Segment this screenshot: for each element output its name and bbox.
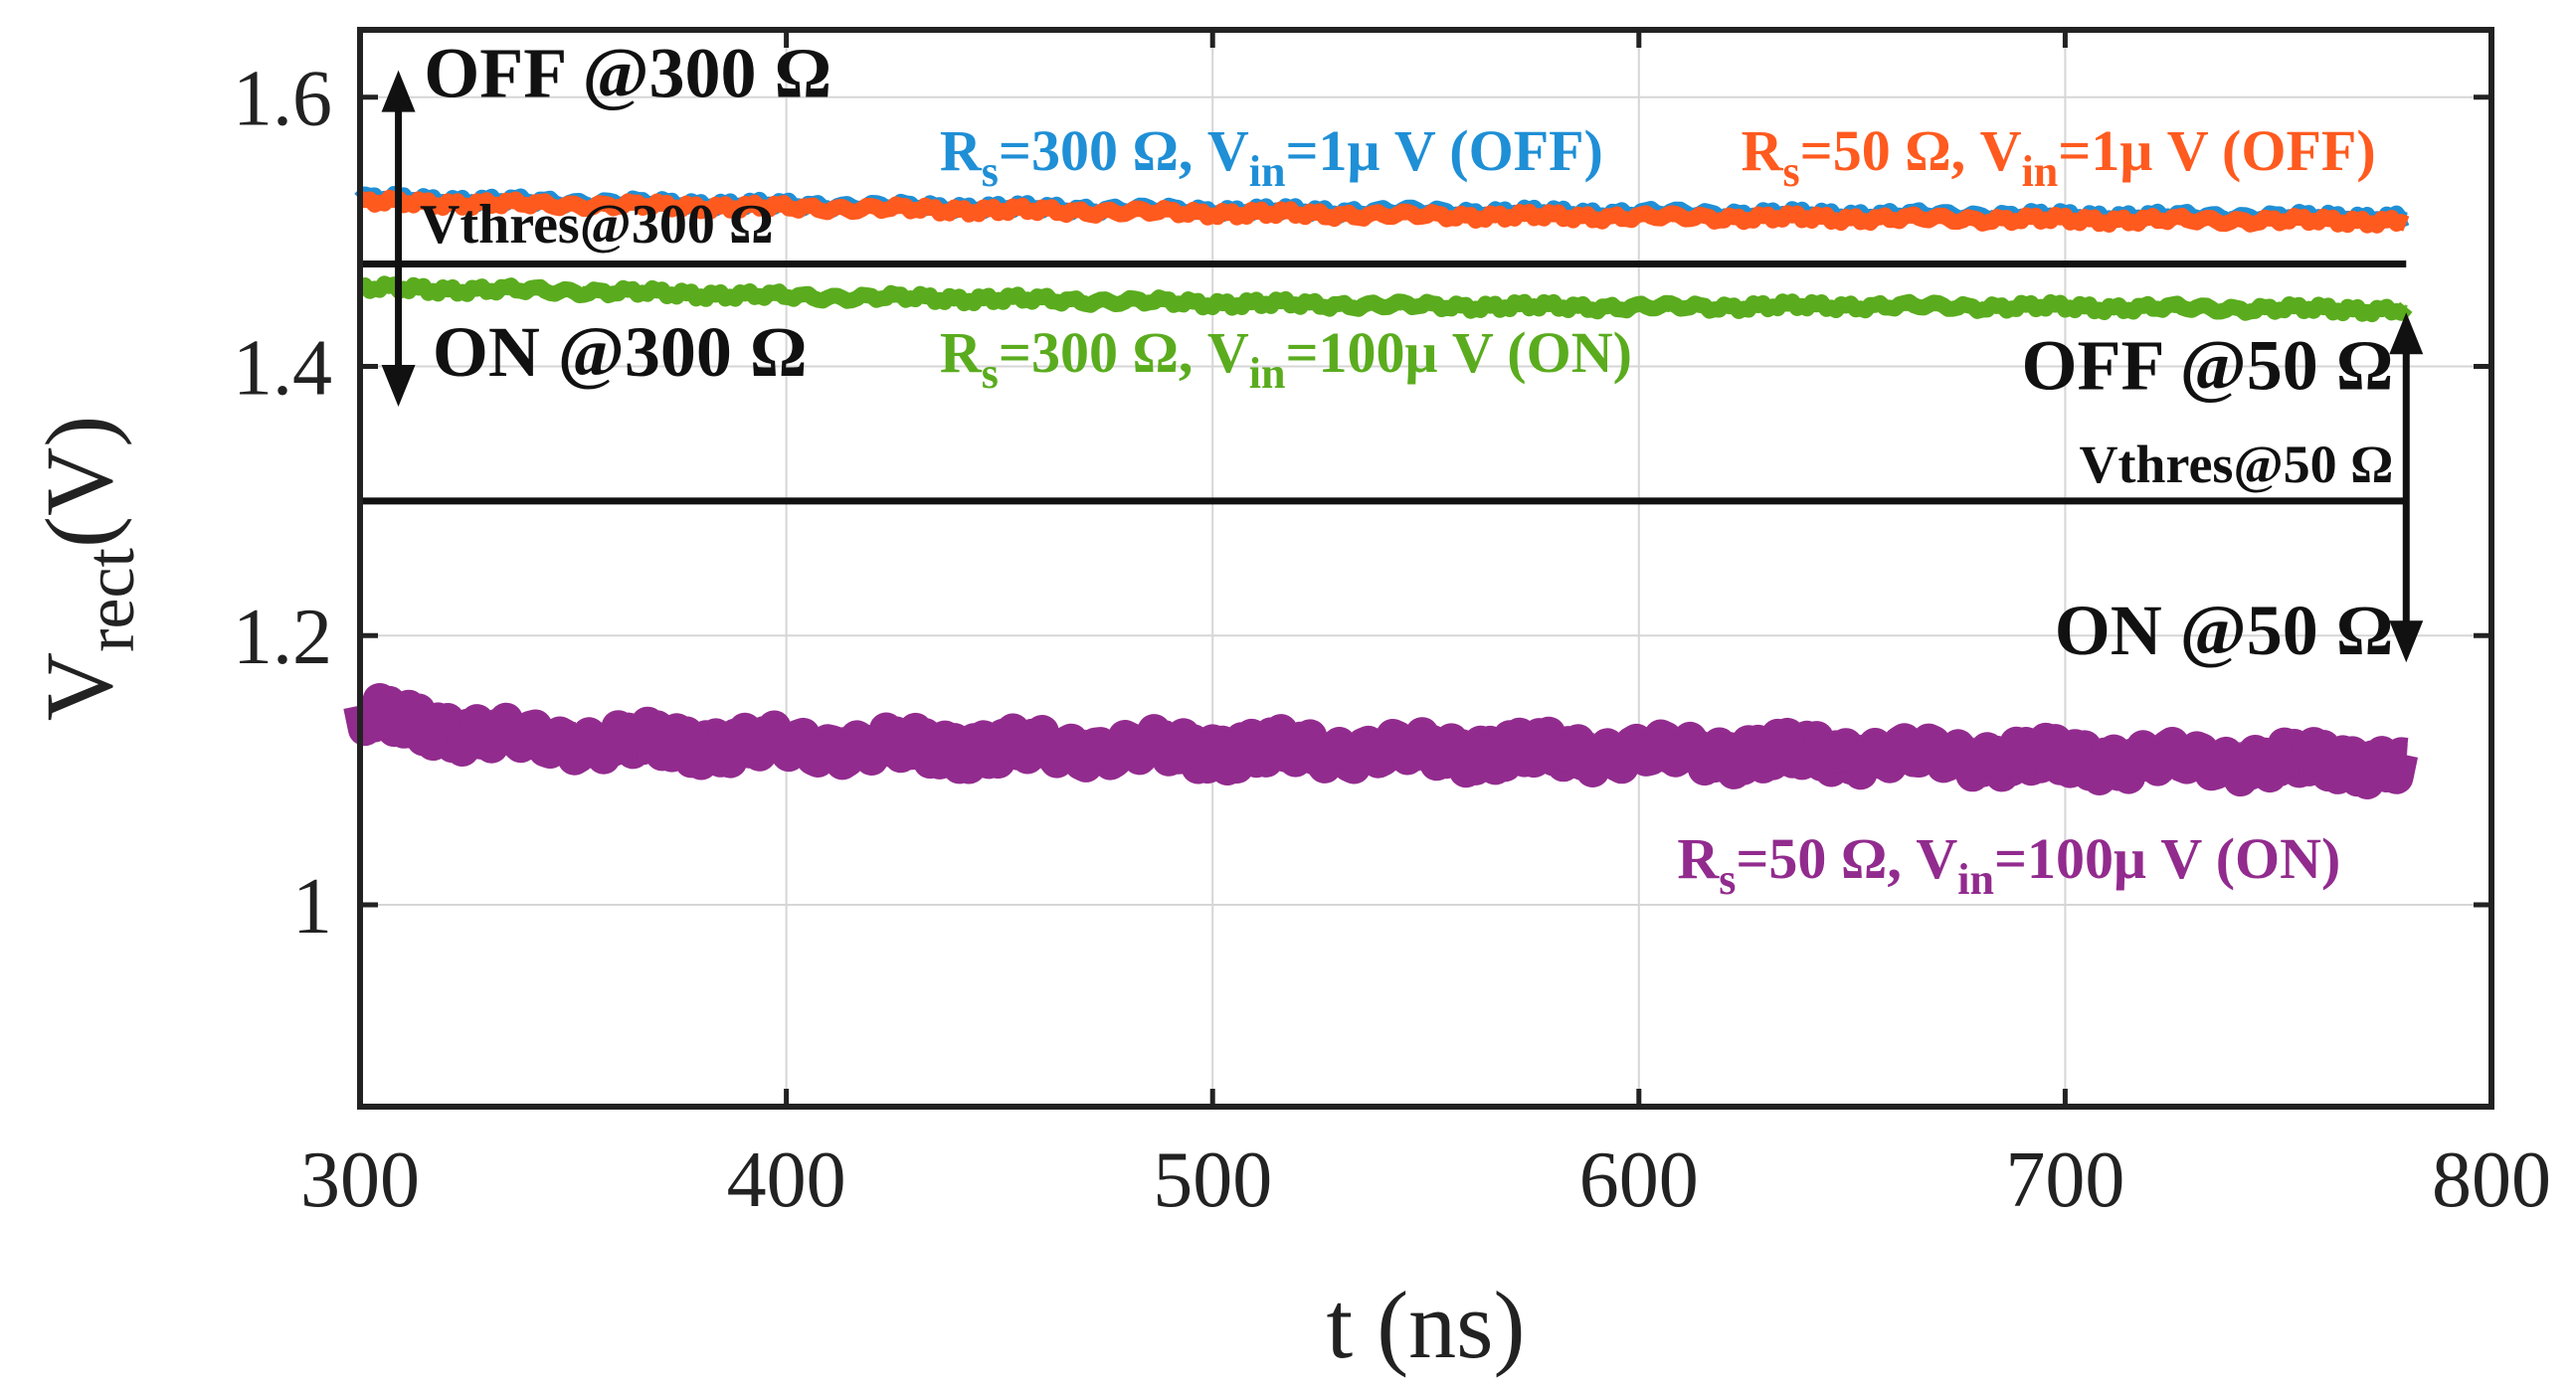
threshold-layer — [360, 261, 2407, 505]
x-tick-label: 400 — [727, 1136, 846, 1224]
series-label-subscript: s — [1783, 147, 1800, 196]
annotation-off-300-ohm: OFF @300 Ω — [424, 34, 831, 113]
x-axis-title: t (ns) — [1327, 1272, 1526, 1378]
arrow-300-ohm-head-down — [381, 365, 416, 408]
series-label-4: Rs=50 Ω, Vin=100μ V (ON) — [1677, 826, 2340, 904]
y-axis-title: Vrect(V) — [26, 416, 149, 722]
y-axis-title-main: V — [26, 652, 132, 721]
series-label-subscript: in — [1249, 147, 1286, 196]
plot-frame — [357, 27, 2494, 1110]
series-label-1: Rs=300 Ω, Vin=1μ V (OFF) — [940, 118, 1603, 196]
y-tick-label: 1.4 — [233, 324, 332, 412]
series-label-text: =300 Ω, V — [999, 118, 1249, 183]
series-label-subscript: s — [1719, 855, 1736, 904]
series-label-text: =100μ V (ON) — [1994, 826, 2340, 891]
series-label-text: R — [940, 320, 983, 385]
annotation-off-50-ohm: OFF @50 Ω — [2022, 325, 2394, 405]
annotation-vthres-50-ohm: Vthres@50 Ω — [2079, 435, 2393, 494]
series-label-text: =100μ V (ON) — [1286, 320, 1632, 385]
y-axis-title-sub: rect — [73, 547, 149, 651]
series-label-text: =50 Ω, V — [1800, 118, 2022, 183]
x-tick-label: 600 — [1579, 1136, 1699, 1224]
series-label-text: R — [1677, 826, 1720, 891]
label-layer: Rs=300 Ω, Vin=1μ V (OFF) Rs=50 Ω, Vin=1μ … — [940, 118, 2376, 904]
series-label-2: Rs=50 Ω, Vin=1μ V (OFF) — [1742, 118, 2376, 196]
series-label-subscript: in — [2022, 147, 2059, 196]
arrow-50-ohm-head-down — [2389, 620, 2424, 663]
series-layer — [343, 186, 2419, 799]
arrow-layer — [381, 70, 2424, 663]
series-label-text: R — [940, 118, 983, 183]
x-tick-label: 500 — [1153, 1136, 1272, 1224]
series-label-3: Rs=300 Ω, Vin=100μ V (ON) — [940, 320, 1632, 398]
series-label-subscript: s — [982, 349, 999, 398]
y-tick-label: 1 — [292, 863, 332, 951]
y-axis-title-unit: (V) — [26, 416, 132, 548]
series-label-subscript: in — [1957, 855, 1994, 904]
tick-layer: 300 400 500 600 700 800 1 1.2 1.4 1.6 — [233, 30, 2551, 1224]
series-label-text: R — [1742, 118, 1784, 183]
series-label-text: =1μ V (OFF) — [1286, 118, 1603, 183]
x-tick-label: 800 — [2432, 1136, 2551, 1224]
series-noise-2 — [358, 197, 2408, 227]
annotation-vthres-300-ohm: Vthres@300 Ω — [420, 194, 774, 256]
y-tick-label: 1.6 — [233, 56, 332, 143]
series-label-subscript: in — [1249, 349, 1286, 398]
series-noise-3 — [358, 282, 2408, 315]
arrow-300-ohm-head-up — [381, 70, 416, 112]
series-label-text: =50 Ω, V — [1736, 826, 1957, 891]
arrow-50-ohm-head-up — [2389, 312, 2424, 355]
x-tick-label: 300 — [300, 1136, 420, 1224]
series-label-subscript: s — [982, 147, 999, 196]
annotation-on-50-ohm: ON @50 Ω — [2055, 591, 2394, 670]
x-tick-label: 700 — [2005, 1136, 2124, 1224]
series-label-text: =300 Ω, V — [999, 320, 1249, 385]
series-noise-4 — [358, 696, 2408, 784]
y-tick-label: 1.2 — [233, 594, 332, 681]
series-line-3 — [356, 275, 2413, 323]
annotation-on-300-ohm: ON @300 Ω — [433, 312, 808, 392]
series-label-text: =1μ V (OFF) — [2058, 118, 2375, 183]
